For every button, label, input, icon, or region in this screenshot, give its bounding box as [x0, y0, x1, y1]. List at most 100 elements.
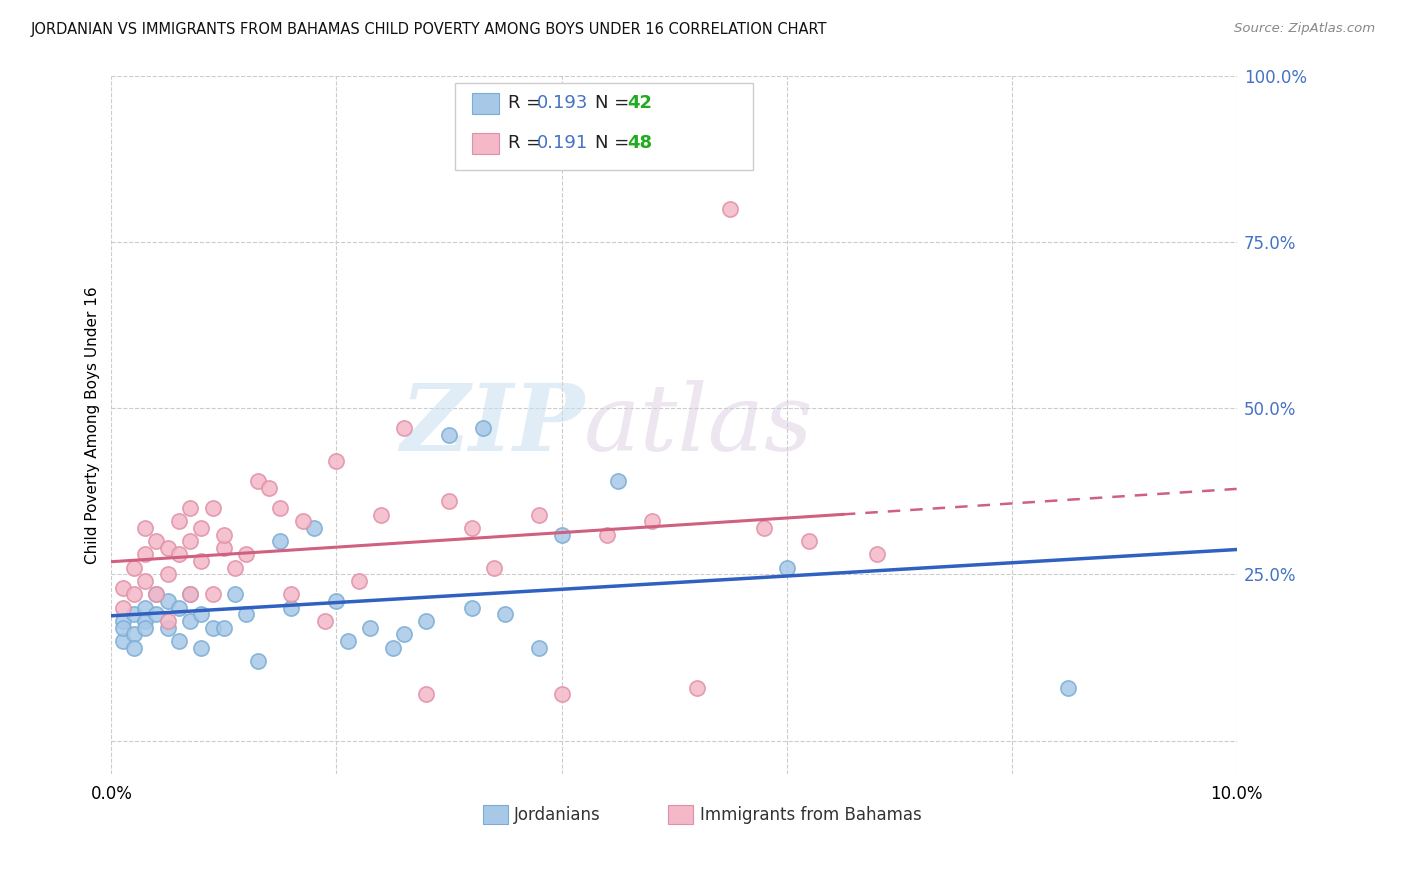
FancyBboxPatch shape — [668, 805, 693, 824]
Point — [134, 600, 156, 615]
Text: Immigrants from Bahamas: Immigrants from Bahamas — [700, 805, 922, 823]
Point — [325, 454, 347, 468]
Point — [167, 600, 190, 615]
Point — [122, 607, 145, 622]
Point — [392, 421, 415, 435]
Point — [156, 621, 179, 635]
Point — [685, 681, 707, 695]
Point — [415, 687, 437, 701]
Text: 0.193: 0.193 — [537, 95, 588, 112]
Text: 48: 48 — [627, 135, 652, 153]
Point — [212, 621, 235, 635]
Point — [111, 634, 134, 648]
Point — [370, 508, 392, 522]
Text: N =: N = — [595, 95, 636, 112]
Point — [122, 587, 145, 601]
Point — [167, 548, 190, 562]
Text: R =: R = — [508, 95, 547, 112]
FancyBboxPatch shape — [482, 805, 508, 824]
Point — [527, 508, 550, 522]
Point — [302, 521, 325, 535]
Point — [460, 600, 482, 615]
Point — [347, 574, 370, 588]
Point — [212, 541, 235, 555]
Text: R =: R = — [508, 135, 547, 153]
Point — [201, 500, 224, 515]
Point — [595, 527, 617, 541]
Point — [280, 587, 302, 601]
FancyBboxPatch shape — [471, 93, 499, 114]
Point — [235, 548, 257, 562]
Point — [246, 475, 269, 489]
Point — [797, 534, 820, 549]
Point — [606, 475, 628, 489]
Point — [156, 614, 179, 628]
Text: 0.191: 0.191 — [537, 135, 588, 153]
Point — [640, 514, 662, 528]
Point — [111, 600, 134, 615]
Point — [111, 614, 134, 628]
Point — [1057, 681, 1080, 695]
Point — [111, 581, 134, 595]
Point — [381, 640, 404, 655]
Point — [122, 627, 145, 641]
Point — [471, 421, 494, 435]
Point — [190, 521, 212, 535]
Point — [134, 574, 156, 588]
Point — [145, 587, 167, 601]
Point — [269, 534, 291, 549]
Point — [550, 687, 572, 701]
Text: ZIP: ZIP — [399, 380, 583, 470]
Point — [122, 640, 145, 655]
FancyBboxPatch shape — [454, 82, 752, 169]
Y-axis label: Child Poverty Among Boys Under 16: Child Poverty Among Boys Under 16 — [86, 286, 100, 564]
Point — [291, 514, 314, 528]
Point — [325, 594, 347, 608]
Point — [460, 521, 482, 535]
Point — [201, 587, 224, 601]
Point — [437, 427, 460, 442]
Point — [179, 534, 201, 549]
Point — [190, 554, 212, 568]
Point — [752, 521, 775, 535]
Point — [212, 527, 235, 541]
Point — [156, 567, 179, 582]
Point — [359, 621, 381, 635]
Point — [336, 634, 359, 648]
Point — [392, 627, 415, 641]
Point — [167, 634, 190, 648]
FancyBboxPatch shape — [471, 133, 499, 153]
Point — [190, 640, 212, 655]
Point — [280, 600, 302, 615]
Text: Jordanians: Jordanians — [515, 805, 600, 823]
Point — [190, 607, 212, 622]
Point — [179, 500, 201, 515]
Point — [718, 202, 741, 216]
Text: JORDANIAN VS IMMIGRANTS FROM BAHAMAS CHILD POVERTY AMONG BOYS UNDER 16 CORRELATI: JORDANIAN VS IMMIGRANTS FROM BAHAMAS CHI… — [31, 22, 828, 37]
Point — [527, 640, 550, 655]
Point — [775, 561, 797, 575]
Point — [122, 561, 145, 575]
Point — [314, 614, 336, 628]
Point — [865, 548, 887, 562]
Point — [156, 541, 179, 555]
Point — [145, 607, 167, 622]
Point — [415, 614, 437, 628]
Point — [224, 587, 246, 601]
Point — [246, 654, 269, 668]
Point — [134, 521, 156, 535]
Point — [257, 481, 280, 495]
Point — [179, 587, 201, 601]
Point — [111, 621, 134, 635]
Point — [269, 500, 291, 515]
Point — [145, 587, 167, 601]
Text: Source: ZipAtlas.com: Source: ZipAtlas.com — [1234, 22, 1375, 36]
Point — [167, 514, 190, 528]
Point — [437, 494, 460, 508]
Point — [494, 607, 516, 622]
Point — [550, 527, 572, 541]
Text: atlas: atlas — [583, 380, 814, 470]
Text: N =: N = — [595, 135, 636, 153]
Point — [235, 607, 257, 622]
Point — [134, 621, 156, 635]
